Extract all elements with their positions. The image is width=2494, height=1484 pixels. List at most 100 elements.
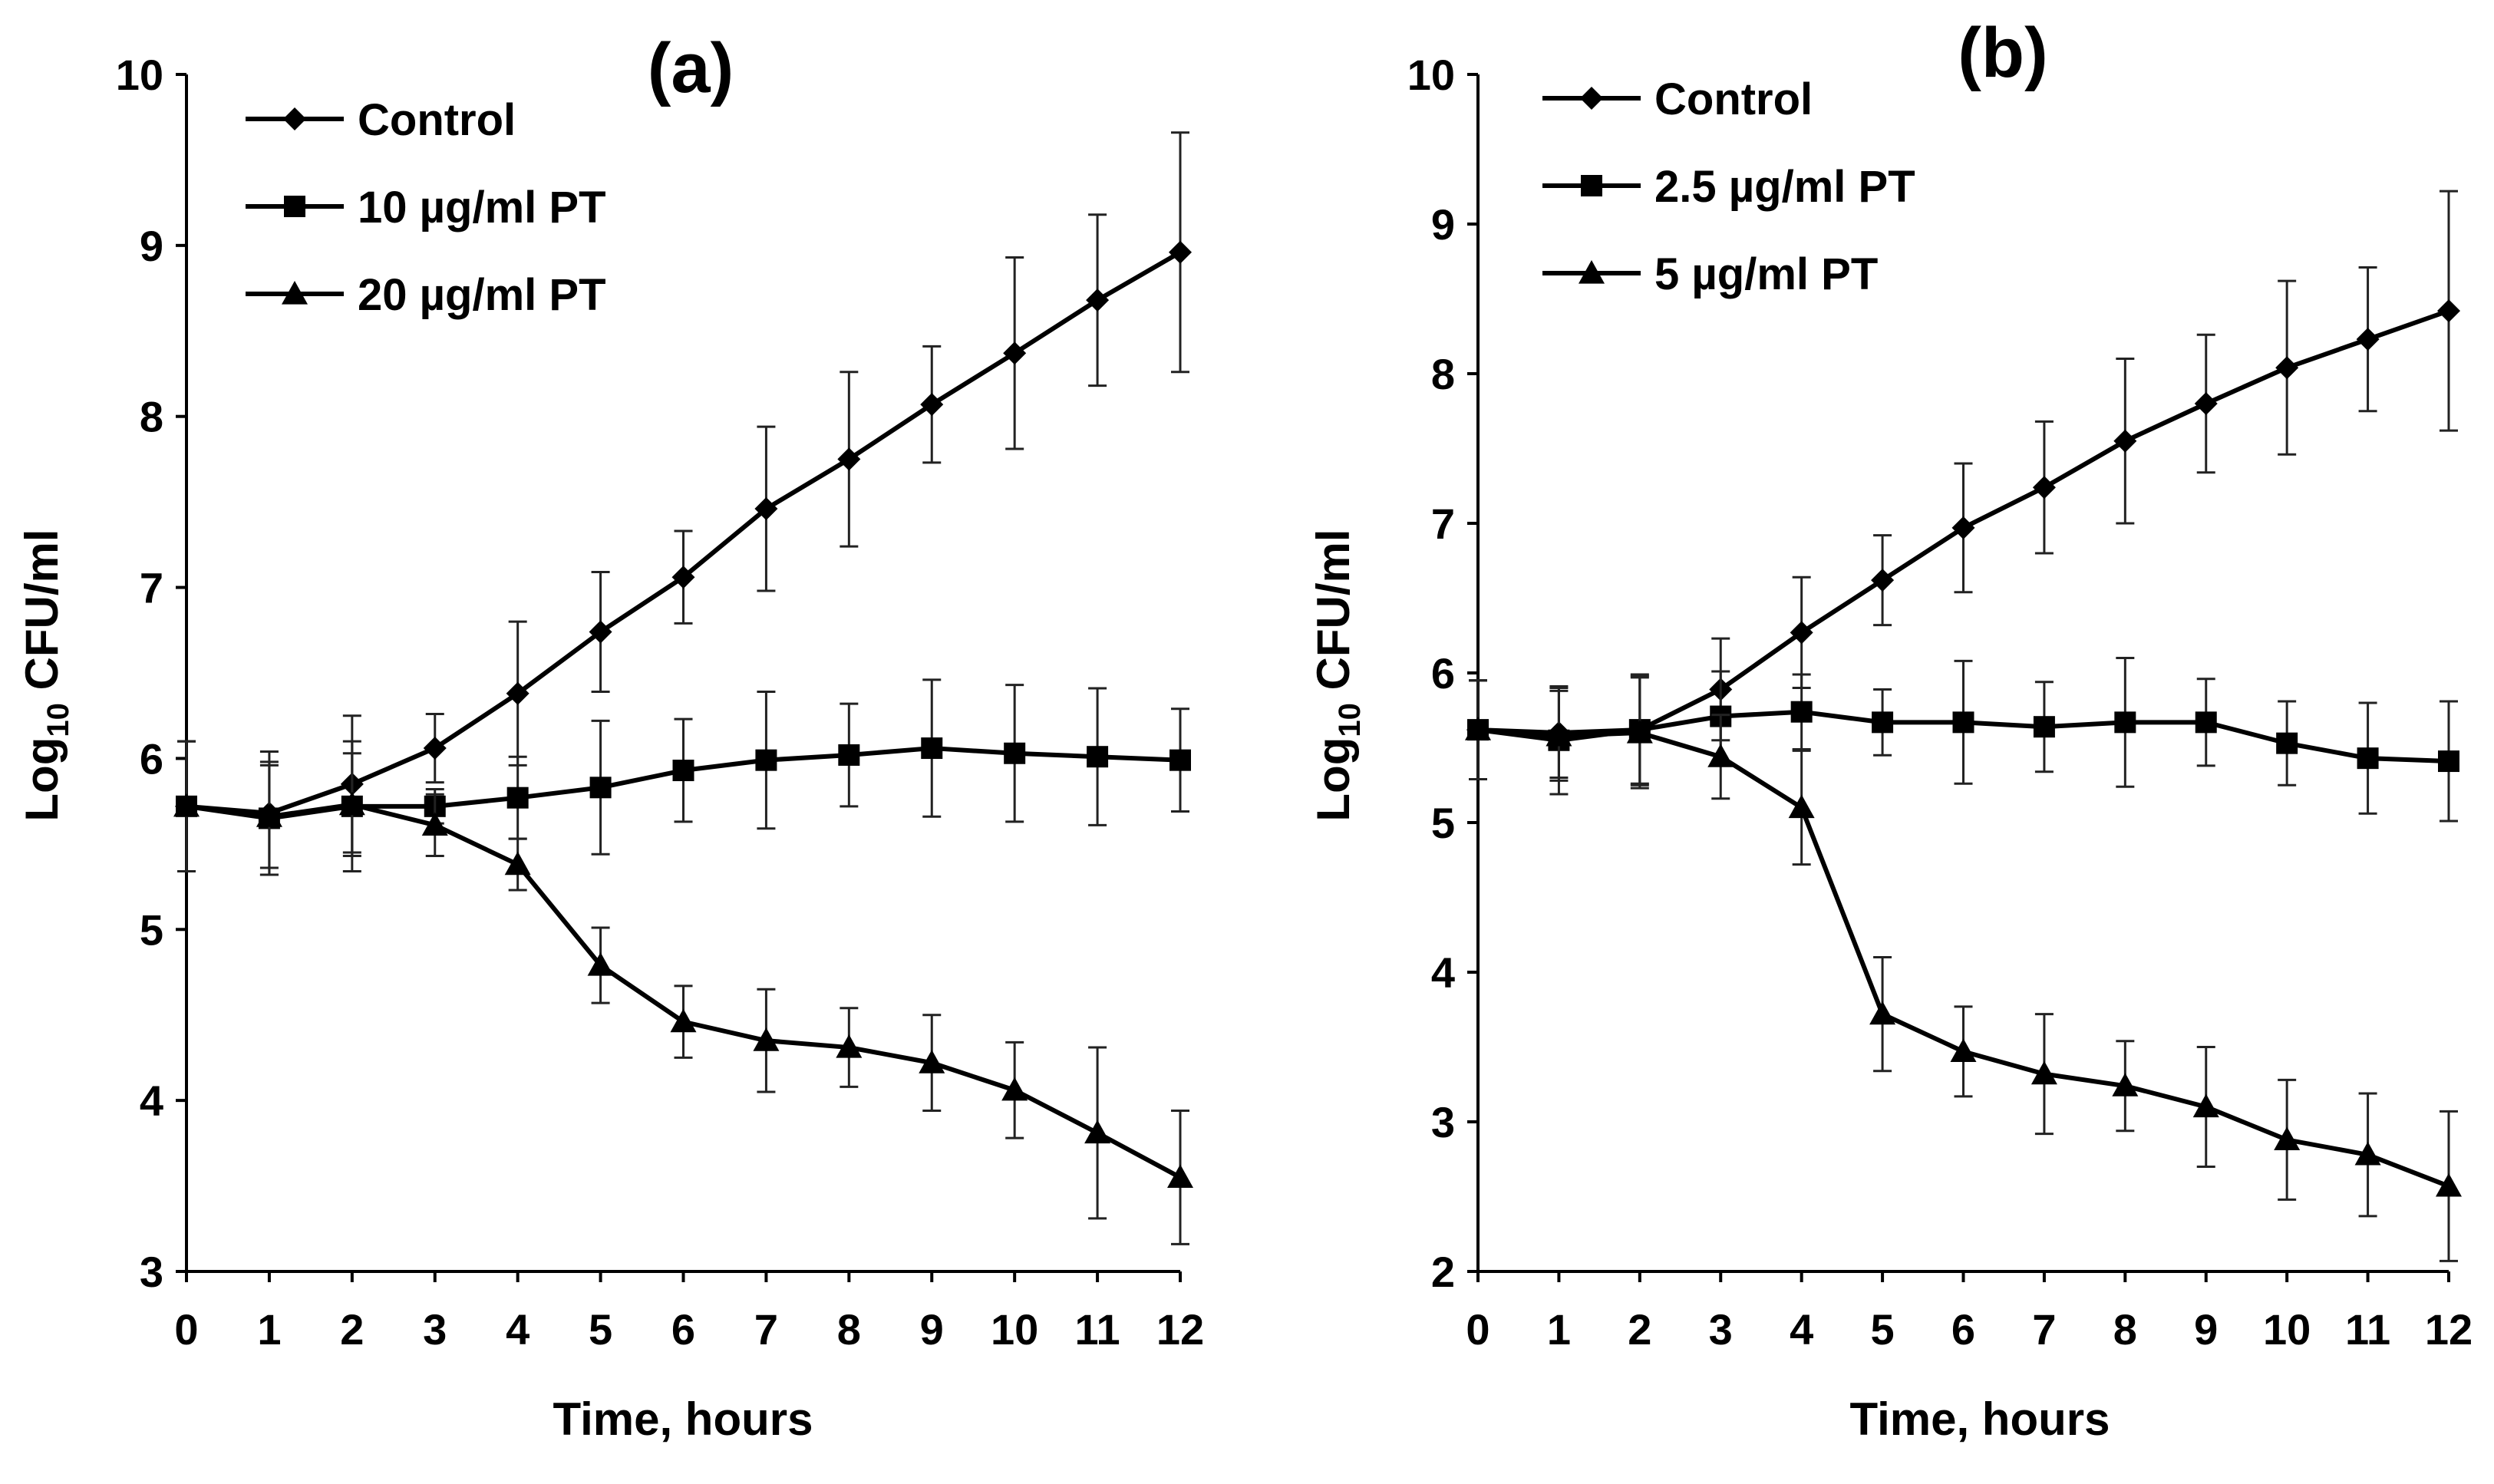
data-point [1167,1164,1193,1189]
x-tick-label: 12 [1156,1305,1204,1354]
y-axis-title-main: Log [1308,737,1359,822]
legend-item: 2.5 µg/ml PT [1542,162,1915,212]
legend-marker [284,196,305,217]
data-point [1086,289,1110,312]
data-point [672,760,694,782]
legend-item: 10 µg/ml PT [246,183,606,232]
data-point [2195,711,2217,734]
y-tick-label: 8 [140,393,163,441]
data-point [1001,1077,1028,1101]
x-tick-label: 3 [1709,1305,1733,1354]
data-point [1004,742,1026,764]
data-point [1951,516,1975,539]
legend-marker [1580,87,1603,110]
legend-label: 10 µg/ml PT [358,183,606,232]
y-axis-title-main: Log [16,737,68,822]
y-tick-label: 10 [1407,51,1455,99]
data-point [753,1027,780,1051]
data-point [1871,569,1895,592]
series-1 [1467,657,2459,823]
data-point [421,812,448,836]
y-tick-label: 6 [140,734,163,783]
y-axis-title-subscript: 10 [1333,703,1367,737]
x-tick-label: 2 [1628,1305,1651,1354]
y-tick-label: 7 [140,564,163,612]
data-point [1788,794,1815,819]
x-tick-label: 6 [1951,1305,1975,1354]
data-point [2438,750,2459,773]
x-tick-label: 5 [589,1305,612,1354]
y-axis-title-subscript: 10 [41,703,75,737]
y-tick-label: 3 [140,1248,163,1296]
x-tick-label: 11 [1074,1305,1120,1354]
legend-label: 5 µg/ml PT [1654,249,1878,299]
y-axis-title-rest: CFU/ml [16,529,68,703]
x-tick-label: 1 [1547,1305,1571,1354]
x-tick-label: 1 [257,1305,281,1354]
data-point [1790,621,1813,645]
y-tick-label: 10 [116,51,163,99]
data-point [504,851,531,876]
y-tick-label: 2 [1431,1248,1455,1296]
x-tick-label: 0 [174,1305,198,1354]
data-point [1169,240,1192,264]
data-point [1790,701,1813,723]
x-tick-label: 6 [671,1305,695,1354]
legend-marker [283,107,306,130]
y-tick-label: 3 [1431,1098,1455,1146]
data-point [1546,722,1572,747]
legend-item: 5 µg/ml PT [1542,249,1878,299]
data-point [2274,1126,2301,1150]
legend-label: 20 µg/ml PT [358,270,606,320]
legend-item: Control [246,95,516,145]
data-point [1169,749,1191,771]
data-point [2033,716,2055,738]
data-point [920,393,944,417]
y-tick-label: 4 [1431,948,1455,997]
data-point [587,952,614,976]
data-point [1465,717,1491,740]
x-tick-label: 11 [2345,1305,2390,1354]
data-point [754,497,778,521]
y-tick-label: 6 [1431,649,1455,697]
data-point [2032,476,2056,500]
x-tick-label: 0 [1466,1305,1489,1354]
x-tick-label: 5 [1871,1305,1895,1354]
legend-item: 20 µg/ml PT [246,270,606,320]
y-axis-title: Log10 CFU/ml [1308,529,1367,821]
y-tick-label: 9 [140,222,163,270]
data-point [589,777,612,799]
y-axis-title: Log10 CFU/ml [16,529,75,821]
data-point [2436,1172,2462,1197]
data-point [2192,1093,2219,1118]
data-point [2357,747,2379,770]
x-tick-label: 10 [991,1305,1038,1354]
data-point [2276,732,2298,754]
data-point [2030,1060,2057,1085]
series-2 [173,740,1193,1245]
y-tick-label: 9 [1431,200,1455,249]
data-point [506,787,529,809]
data-point [1952,711,1974,734]
legend-marker [1581,175,1602,196]
data-point [836,1034,863,1058]
data-point [838,744,860,766]
data-point [1084,1120,1111,1144]
data-point [1003,341,1027,365]
x-tick-label: 7 [754,1305,778,1354]
panel-title: (b) [1958,14,2047,92]
legend-label: Control [1654,74,1813,124]
data-point [256,803,282,827]
x-axis-title: Time, hours [1850,1393,2110,1445]
y-tick-label: 8 [1431,350,1455,398]
legend-marker [282,281,308,305]
y-tick-label: 4 [140,1077,163,1125]
y-tick-label: 5 [1431,799,1455,847]
series-1 [176,678,1191,876]
data-point [2112,1073,2139,1097]
data-point [921,737,943,760]
legend-marker [1579,260,1605,284]
y-tick-label: 5 [140,905,163,954]
